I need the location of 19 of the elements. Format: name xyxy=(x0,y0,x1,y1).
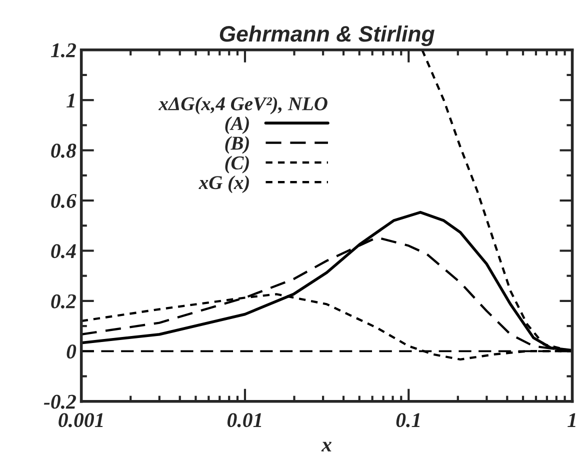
y-tick-label: 1 xyxy=(66,94,74,108)
y-tick-label: 1.2 xyxy=(50,43,76,58)
legend-label: (C) xyxy=(225,156,249,174)
y-tick-label: 0.8 xyxy=(51,144,76,158)
x-tick-label: 1 xyxy=(568,413,576,427)
x-tick-label: 0.001 xyxy=(58,413,103,428)
legend-label: (A) xyxy=(225,116,249,134)
legend-label: (B) xyxy=(225,136,249,154)
y-tick-label: -0.2 xyxy=(44,394,76,409)
y-tick-label: 0.2 xyxy=(51,294,76,308)
y-tick-label: 0.4 xyxy=(51,244,76,258)
x-axis-title: x xyxy=(321,442,332,452)
legend-title: xΔG(x,4 GeV²), NLO xyxy=(158,96,328,114)
y-tick-label: 0.6 xyxy=(51,194,76,208)
x-tick-label: 0.1 xyxy=(396,413,420,428)
legend-label: xG (x) xyxy=(198,175,249,194)
chart-title: Gehrmann & Stirling xyxy=(220,25,434,46)
x-tick-label: 0.01 xyxy=(227,413,262,428)
y-tick-label: 0 xyxy=(66,344,76,359)
